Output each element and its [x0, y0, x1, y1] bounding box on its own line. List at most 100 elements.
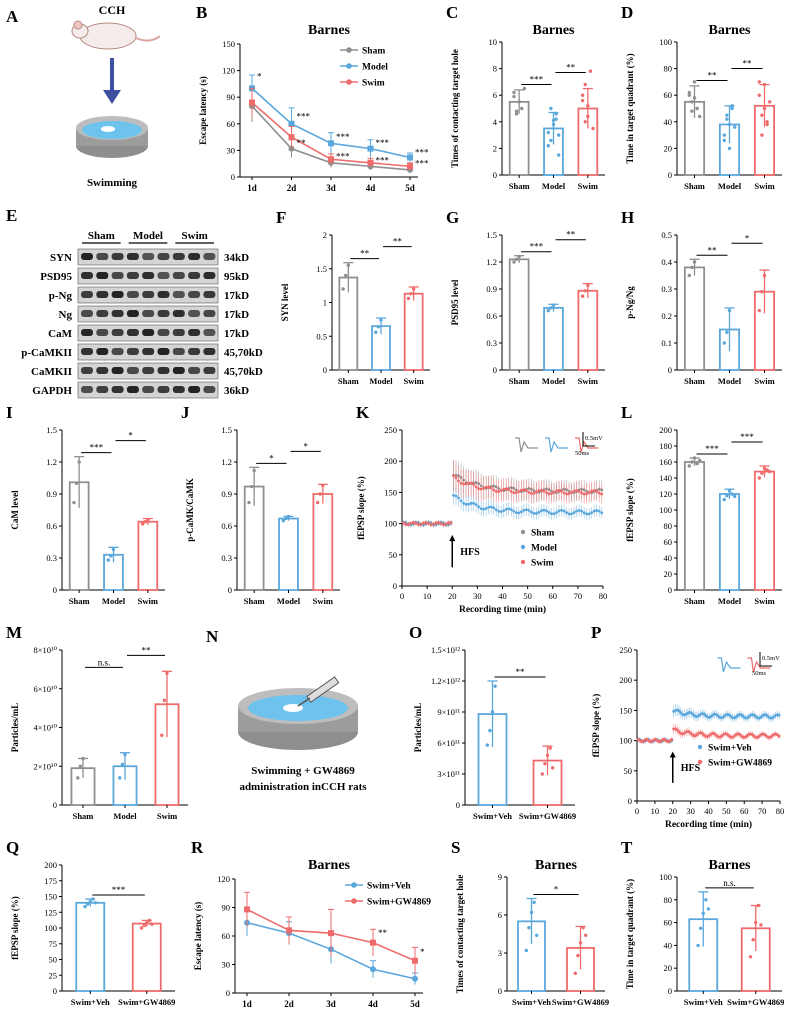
blot-group-label: Swim [182, 230, 208, 242]
data-point [587, 512, 591, 516]
y-tick-label: 0 [668, 170, 672, 180]
blot-band [96, 386, 109, 393]
panel-label: J [181, 403, 190, 422]
data-point [123, 752, 127, 757]
legend-marker [346, 79, 352, 85]
y-tick-label: 9×10¹¹ [437, 707, 460, 717]
blot-band [96, 310, 109, 317]
x-tick-label: 30 [473, 591, 482, 601]
data-point [442, 523, 445, 527]
y-tick-label: 40 [664, 940, 673, 950]
data-point [318, 492, 322, 496]
x-tick-label: 80 [599, 591, 608, 601]
significance-label: ** [393, 237, 403, 247]
data-point [567, 512, 571, 516]
data-point [704, 898, 708, 902]
panel-label: H [621, 208, 634, 227]
y-tick-label: 1.5 [221, 425, 232, 435]
y-tick-label: 40 [664, 117, 673, 127]
chart-b: B Barnes 0 30 60 90 120 150 Escape latency (s) 1d… [196, 3, 429, 193]
data-point [379, 318, 383, 322]
panel-label: I [6, 403, 13, 422]
data-point [452, 493, 455, 497]
legend-label: Model [362, 63, 388, 73]
x-tick-label: 5d [405, 183, 415, 193]
x-tick-label: Model [542, 376, 566, 386]
panel-a-illustration: A CCH Swimming [6, 3, 161, 189]
pool-icon [238, 688, 358, 750]
blot-protein-label: CaMKII [31, 366, 72, 378]
data-point [551, 122, 556, 127]
y-tick-label: 200 [619, 675, 632, 685]
data-point [109, 554, 113, 558]
panel-label: D [621, 3, 633, 22]
blot-band [81, 253, 93, 260]
series-marker [288, 134, 295, 141]
blot-band [96, 367, 109, 374]
x-tick-label: 10 [423, 591, 432, 601]
y-tick-label: 250 [384, 425, 397, 435]
data-point [777, 713, 781, 717]
panel-g: G 0 0.3 0.6 0.9 1.2 1.5 PSD95 level Sham Model Swi… [440, 205, 615, 400]
chart-title: Barnes [535, 858, 578, 873]
blot-band [111, 367, 124, 374]
panel-d: D Barnes 0 20 40 60 80 100 Time in target quadra… [615, 0, 792, 205]
blot-band [111, 386, 124, 393]
y-tick-label: 1.2 [221, 457, 232, 467]
blot-band [81, 367, 93, 374]
blot-band [157, 310, 170, 317]
data-point [698, 114, 702, 119]
panel-s: S Barnes 0 3 6 9 Times of contacting target ho… [445, 835, 615, 1021]
trace-icon [515, 437, 539, 453]
chart-p: P 0 50 100 150 200 250 fEPSP slope (%) 0 10 20 30 40… [591, 623, 784, 830]
y-tick-label: 4 [493, 117, 498, 127]
data-point [554, 117, 558, 121]
data-point [147, 918, 152, 923]
x-tick-label: Swim+GW4869 [118, 997, 175, 1007]
legend-marker [346, 63, 352, 69]
y-axis-label: Escape latency (s) [198, 76, 208, 145]
blot-protein-label: CaM [48, 328, 72, 340]
panel-j: J 0 0.3 0.6 0.9 1.2 1.5 p-CaMK/CaMK Sham Model Swi… [175, 400, 350, 620]
data-point [484, 485, 488, 489]
data-point [688, 730, 692, 734]
x-tick-label: Swim+Veh [473, 811, 512, 821]
y-tick-label: 6 [493, 90, 497, 100]
data-point [597, 491, 601, 495]
legend-label: Sham [531, 529, 554, 539]
bar [312, 493, 334, 591]
data-point [474, 485, 478, 489]
y-tick-label: 60 [664, 918, 673, 928]
blot-band [188, 367, 201, 374]
x-tick-label: 2d [287, 183, 297, 193]
y-tick-label: 60 [227, 119, 236, 129]
data-point [696, 943, 700, 948]
significance-label: ** [360, 249, 370, 259]
data-point [535, 490, 538, 494]
series-marker [286, 927, 292, 934]
y-tick-label: 2 [493, 143, 497, 153]
significance-label: * [257, 71, 262, 81]
data-point [757, 476, 761, 480]
panel-label-e: E [6, 206, 17, 225]
data-point [120, 762, 125, 767]
data-point [432, 522, 435, 526]
data-point [692, 456, 697, 460]
bar [683, 461, 706, 591]
x-tick-label: 4d [366, 183, 376, 193]
data-point [459, 499, 463, 503]
chart-l: L 0 20 40 60 80 100 120 140 160 180 200 fEPSP slope … [621, 403, 782, 606]
data-point [552, 490, 556, 494]
series-marker [412, 975, 418, 982]
data-point [344, 273, 348, 278]
data-point [557, 488, 561, 492]
x-tick-label: 10 [651, 806, 660, 816]
x-tick-label: Sham [509, 181, 530, 191]
legend-label: Swim+GW4869 [367, 898, 431, 908]
panel-m: M 0 2×10¹⁰ 4×10¹⁰ 6×10¹⁰ 8×10¹⁰ Particles/mL Sh… [0, 620, 198, 835]
panel-h: H 0 0.1 0.2 0.3 0.4 0.5 p-Ng/Ng Sham Model Swim ** * [615, 205, 792, 400]
chart-title: Barnes [308, 858, 351, 873]
data-point [550, 512, 553, 516]
x-tick-label: Sham [684, 181, 705, 191]
blot-band [157, 272, 170, 279]
